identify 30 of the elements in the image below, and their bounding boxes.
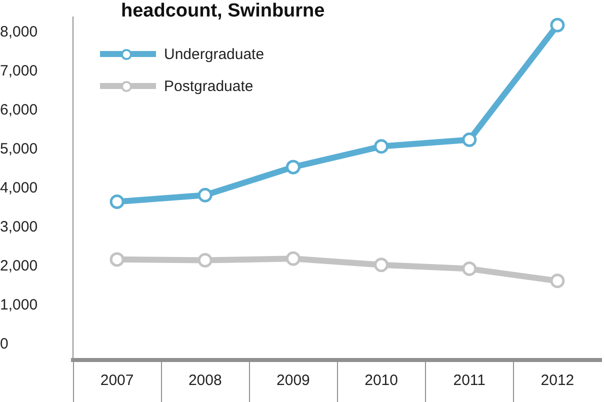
point bbox=[286, 160, 300, 174]
point bbox=[286, 251, 300, 266]
x-tick-label: 2011 bbox=[453, 372, 486, 390]
point bbox=[550, 274, 565, 288]
x-tick-label: 2010 bbox=[364, 372, 398, 390]
y-tick-label: 8,000 bbox=[0, 24, 38, 41]
x-tick-label: 2008 bbox=[188, 372, 222, 390]
y-tick-label: 3,000 bbox=[0, 218, 38, 236]
point bbox=[374, 139, 389, 154]
point bbox=[110, 252, 124, 267]
y-tick-label: 0 bbox=[0, 336, 8, 353]
point bbox=[198, 252, 212, 268]
point bbox=[110, 194, 124, 210]
point bbox=[462, 262, 477, 276]
y-tick-label: 1,000 bbox=[0, 296, 38, 314]
x-tick-label: 2007 bbox=[100, 372, 134, 390]
y-tick-label: 2,000 bbox=[0, 258, 38, 275]
y-tick-label: 5,000 bbox=[0, 140, 38, 158]
legend-label: Postgraduate bbox=[164, 78, 254, 94]
chart-title: headcount, Swinburne bbox=[121, 0, 325, 22]
y-tick-label: 4,000 bbox=[0, 180, 38, 197]
point bbox=[198, 188, 212, 202]
x-tick-label: 2012 bbox=[540, 372, 574, 390]
y-tick-label: 6,000 bbox=[0, 102, 38, 119]
point bbox=[374, 258, 389, 272]
point bbox=[550, 18, 565, 32]
y-tick-label: 7,000 bbox=[0, 62, 38, 80]
legend-label: Undergraduate bbox=[164, 46, 264, 62]
x-tick-label: 2009 bbox=[276, 372, 310, 390]
point bbox=[462, 132, 477, 148]
